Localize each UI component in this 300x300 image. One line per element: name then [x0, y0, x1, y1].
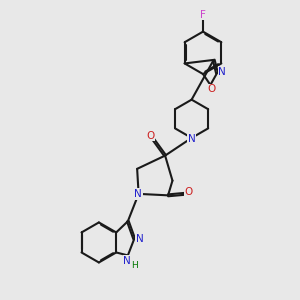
Text: N: N: [134, 189, 142, 199]
Text: O: O: [184, 188, 193, 197]
Text: F: F: [200, 10, 206, 20]
Text: N: N: [218, 67, 226, 77]
Text: N: N: [188, 134, 196, 143]
Text: N: N: [136, 234, 143, 244]
Text: O: O: [208, 84, 216, 94]
Text: N: N: [123, 256, 131, 266]
Text: O: O: [146, 130, 154, 141]
Text: H: H: [131, 261, 138, 270]
